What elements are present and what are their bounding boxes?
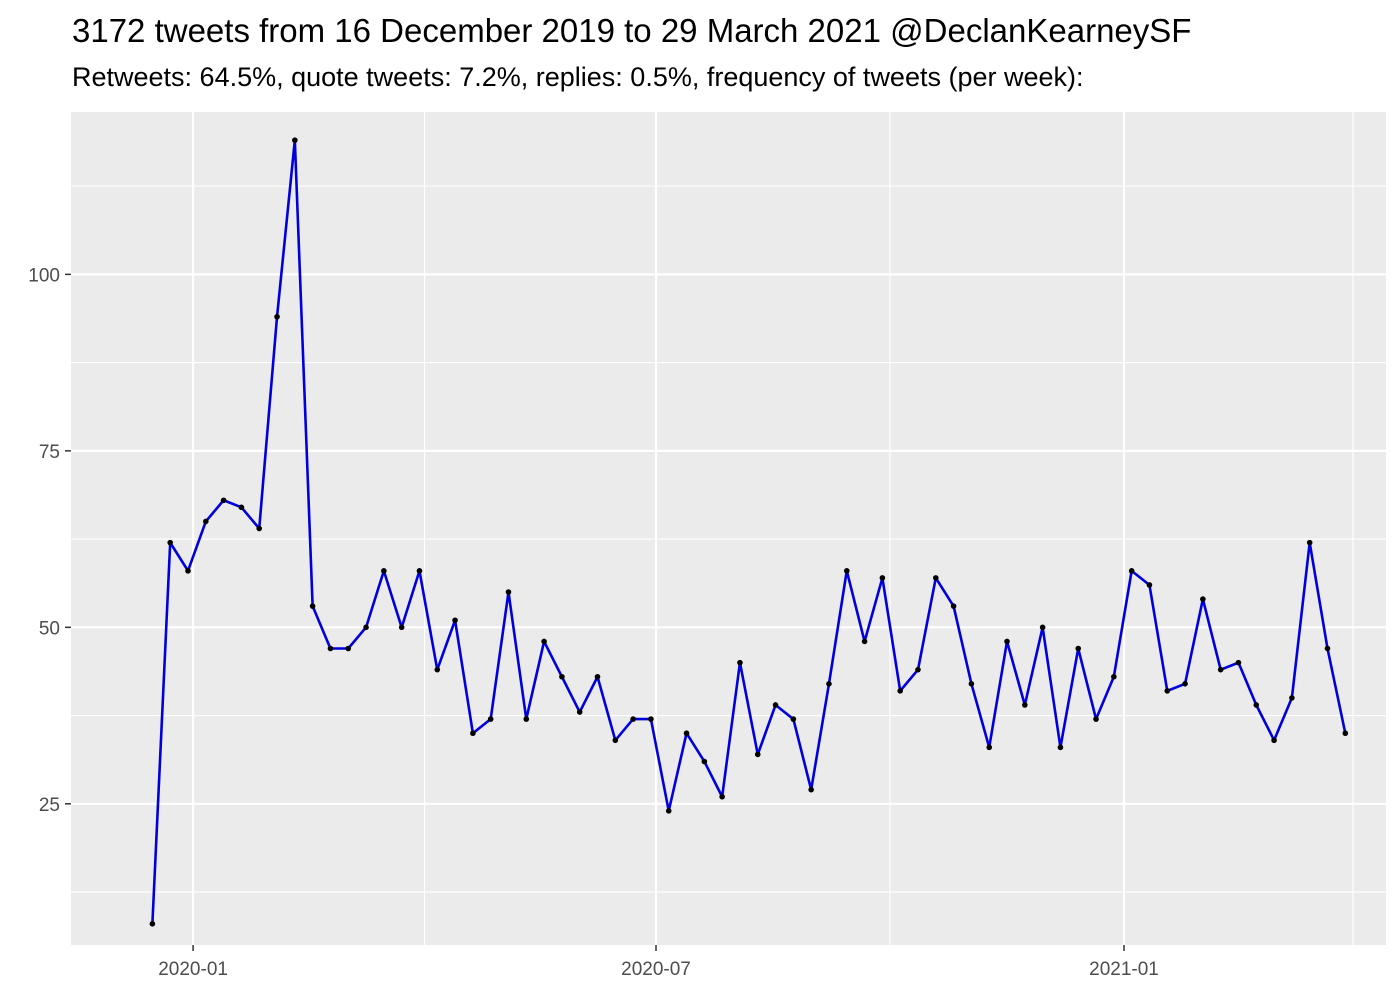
data-point (1324, 645, 1331, 652)
data-point (309, 603, 316, 609)
data-point (683, 730, 690, 737)
data-point (861, 638, 868, 645)
data-point (897, 688, 903, 694)
data-point (665, 808, 672, 814)
data-point (1111, 673, 1117, 680)
data-point (826, 681, 832, 687)
data-point (1253, 702, 1260, 708)
data-point (381, 568, 387, 574)
data-point (737, 659, 743, 666)
data-point (1271, 737, 1277, 744)
data-point (345, 645, 352, 652)
data-point (950, 603, 957, 609)
data-point (452, 617, 458, 624)
data-point (292, 137, 298, 144)
y-tick-label: 25 (39, 795, 60, 816)
data-point (470, 730, 476, 737)
x-tick-label: 2021-01 (1089, 959, 1159, 980)
data-point (1164, 688, 1171, 694)
data-point (434, 666, 441, 673)
data-point (1004, 638, 1010, 645)
plot-panel (71, 112, 1386, 945)
data-point (203, 518, 209, 525)
data-point (167, 539, 173, 546)
data-point (968, 681, 975, 687)
data-point (220, 497, 227, 504)
data-point (594, 673, 601, 680)
data-point (701, 758, 708, 765)
data-point (576, 709, 583, 715)
data-point (327, 645, 334, 652)
data-point (1075, 645, 1082, 652)
x-tick-label: 2020-07 (621, 959, 691, 980)
y-tick-label: 75 (39, 442, 60, 463)
data-point (487, 716, 494, 722)
data-point (1182, 681, 1188, 687)
data-point (398, 624, 405, 631)
data-point (772, 702, 779, 708)
data-point (808, 786, 814, 793)
chart-subtitle: Retweets: 64.5%, quote tweets: 7.2%, rep… (72, 62, 1084, 92)
data-point (1039, 624, 1046, 631)
axis-ticks (65, 273, 1125, 951)
data-point (523, 716, 530, 722)
data-point (238, 504, 245, 511)
data-point (630, 716, 636, 722)
y-tick-label: 100 (28, 265, 60, 286)
data-point (559, 673, 565, 680)
data-point (274, 313, 280, 320)
data-point (843, 568, 850, 574)
data-point (256, 525, 263, 532)
data-point (612, 737, 619, 744)
data-points (149, 137, 1349, 927)
data-point (1217, 666, 1224, 673)
grid-major (71, 112, 1386, 945)
x-tick-label: 2020-01 (158, 959, 228, 980)
data-point (1289, 695, 1295, 701)
data-point (1093, 716, 1099, 722)
data-point (932, 575, 939, 581)
data-point (1128, 568, 1135, 574)
data-point (1057, 744, 1064, 751)
data-point (185, 568, 191, 574)
chart-title: 3172 tweets from 16 December 2019 to 29 … (72, 12, 1192, 49)
data-point (915, 666, 921, 673)
data-point (1022, 702, 1028, 708)
data-point (879, 575, 886, 581)
data-point (1342, 730, 1349, 737)
data-point (505, 589, 512, 595)
data-point (1200, 596, 1206, 602)
tick-labels: 25 50 75 100 2020-01 2020-07 2021-01 (28, 265, 1159, 980)
data-point (648, 716, 654, 722)
data-point (719, 793, 725, 800)
data-point (1235, 659, 1242, 666)
data-point (1306, 539, 1313, 546)
data-point (541, 638, 547, 645)
data-point (149, 921, 156, 927)
data-point (416, 568, 423, 574)
data-point (790, 716, 797, 722)
data-point (754, 751, 761, 758)
data-point (363, 624, 369, 631)
data-point (986, 744, 993, 751)
series-line (151, 138, 1347, 924)
y-tick-label: 50 (39, 618, 60, 639)
data-point (1146, 582, 1153, 588)
